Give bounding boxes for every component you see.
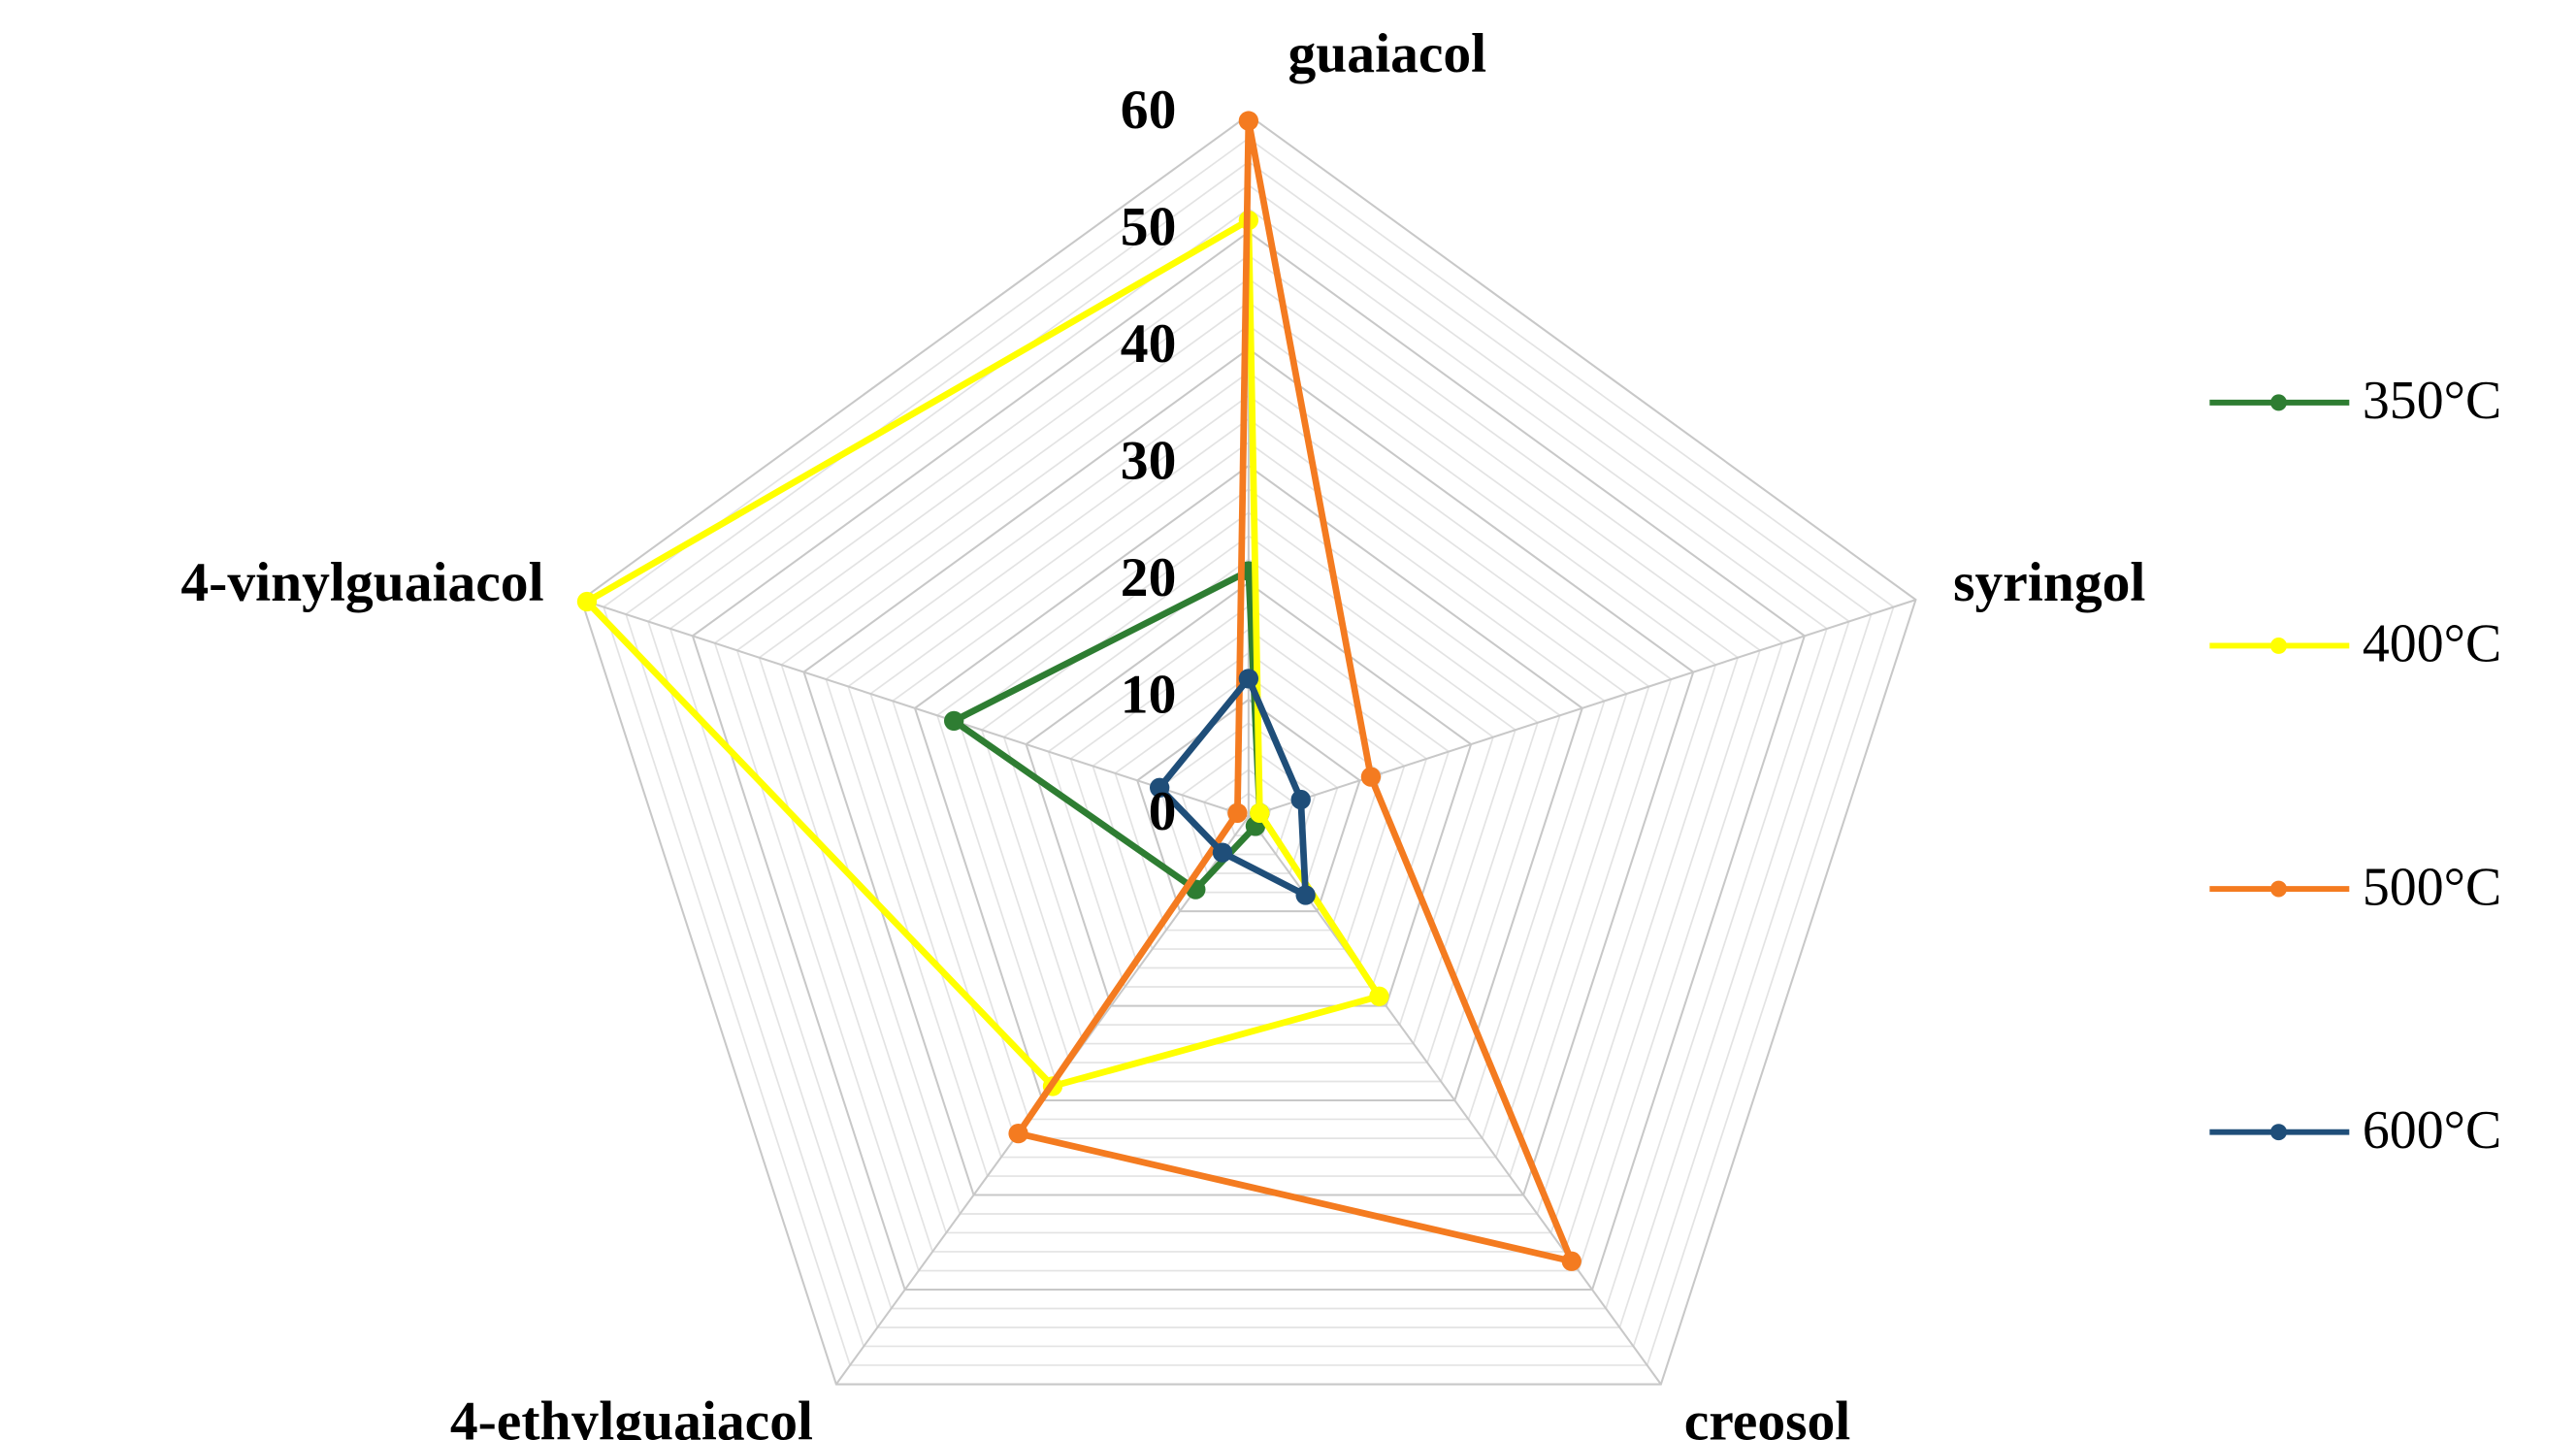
legend-label: 500°C bbox=[2363, 857, 2501, 917]
minor-grid-ring bbox=[1069, 628, 1428, 969]
data-point bbox=[1212, 842, 1233, 863]
data-point bbox=[1008, 1123, 1028, 1144]
data-point bbox=[1250, 802, 1270, 823]
series-line bbox=[1015, 117, 1576, 1265]
tick-label: 40 bbox=[1121, 313, 1177, 375]
data-point bbox=[1238, 669, 1259, 689]
legend-marker bbox=[2270, 880, 2287, 898]
series-line bbox=[1156, 674, 1310, 899]
minor-grid-ring bbox=[935, 488, 1561, 1083]
category-label: creosol bbox=[1684, 1391, 1851, 1440]
minor-grid-ring bbox=[1158, 722, 1339, 894]
legend-label: 600°C bbox=[2363, 1100, 2501, 1161]
grid-ring bbox=[691, 230, 1807, 1292]
minor-grid-ring bbox=[668, 207, 1828, 1310]
data-point bbox=[1227, 802, 1248, 823]
legend-marker bbox=[2270, 394, 2287, 411]
legend: 350°C 400°C 500°C 600°C bbox=[2209, 371, 2501, 1161]
minor-grid-ring bbox=[847, 394, 1650, 1159]
minor-grid-ring bbox=[1114, 674, 1384, 932]
legend-label: 400°C bbox=[2363, 614, 2501, 674]
legend-label: 350°C bbox=[2363, 371, 2501, 431]
tick-label: 20 bbox=[1121, 547, 1177, 608]
minor-grid-ring bbox=[713, 254, 1783, 1272]
data-point bbox=[1369, 986, 1389, 1006]
tick-label: 10 bbox=[1121, 664, 1177, 725]
grid-ring bbox=[913, 464, 1583, 1102]
category-label: 4-vinylguaiacol bbox=[180, 552, 543, 613]
minor-grid-ring bbox=[1092, 651, 1406, 950]
data-point bbox=[944, 710, 964, 732]
tick-label: 0 bbox=[1149, 781, 1177, 842]
minor-grid-ring bbox=[980, 535, 1516, 1045]
minor-grid-ring bbox=[892, 441, 1606, 1121]
grid-ring bbox=[1025, 581, 1473, 1007]
minor-grid-ring bbox=[1202, 769, 1294, 856]
labels: 0 10 20 30 40 50 60 guaiacol syringol creosol 4-et… bbox=[180, 23, 2145, 1440]
grid-ring bbox=[1136, 698, 1361, 913]
data-point bbox=[1561, 1251, 1581, 1271]
legend-marker bbox=[2270, 1124, 2287, 1141]
tick-label: 50 bbox=[1121, 196, 1177, 257]
data-point bbox=[1295, 885, 1316, 905]
grid-ring bbox=[802, 347, 1695, 1196]
data-point bbox=[576, 591, 598, 612]
data-point bbox=[1150, 777, 1170, 798]
minor-grid-ring bbox=[825, 371, 1673, 1177]
minor-grid-ring bbox=[869, 417, 1628, 1139]
minor-grid-ring bbox=[780, 324, 1717, 1215]
spoke bbox=[1248, 815, 1662, 1386]
data-point bbox=[1290, 789, 1311, 810]
minor-grid-ring bbox=[958, 511, 1539, 1064]
data-point bbox=[1238, 111, 1259, 131]
minor-grid-ring bbox=[1002, 558, 1494, 1026]
grid bbox=[580, 114, 1917, 1386]
plot bbox=[576, 111, 1581, 1271]
tick-label: 60 bbox=[1121, 80, 1177, 141]
category-label: guaiacol bbox=[1288, 23, 1487, 84]
tick-label: 30 bbox=[1121, 430, 1177, 491]
legend-marker bbox=[2270, 637, 2287, 654]
grid-ring bbox=[580, 114, 1917, 1386]
minor-grid-ring bbox=[625, 160, 1873, 1348]
series-line bbox=[583, 216, 1383, 1090]
spoke bbox=[1248, 599, 1916, 818]
category-label: 4-ethylguaiacol bbox=[450, 1391, 813, 1440]
minor-grid-ring bbox=[758, 301, 1740, 1234]
minor-grid-ring bbox=[646, 183, 1850, 1328]
minor-grid-ring bbox=[735, 278, 1761, 1253]
spoke bbox=[580, 599, 1250, 818]
minor-grid-ring bbox=[1047, 605, 1451, 988]
minor-grid-ring bbox=[1181, 745, 1317, 874]
data-point bbox=[1360, 767, 1382, 787]
category-label: syringol bbox=[1953, 552, 2145, 613]
